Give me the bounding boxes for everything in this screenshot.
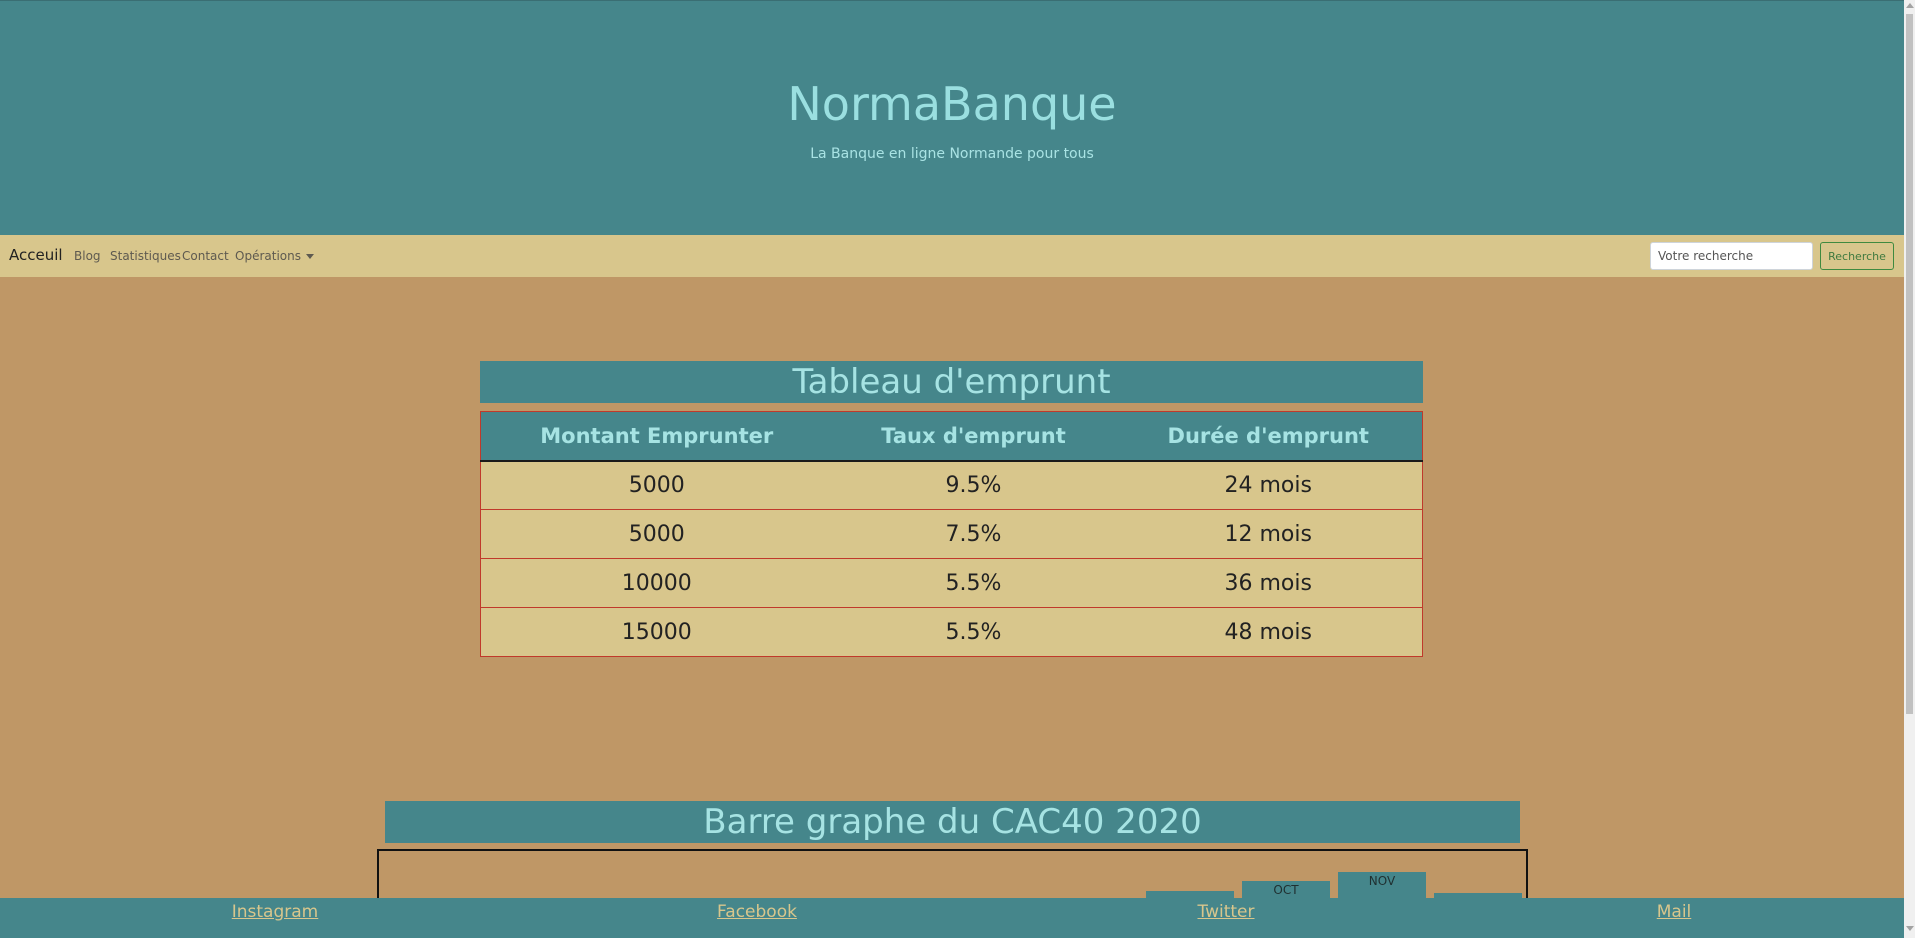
table-row: 5000 9.5% 24 mois — [480, 460, 1423, 510]
site-header: NormaBanque La Banque en ligne Normande … — [0, 0, 1904, 235]
footer-link-twitter[interactable]: Twitter — [1197, 902, 1255, 922]
nav-dropdown-operations[interactable]: Opérations — [235, 249, 314, 263]
table-cell: 5000 — [480, 460, 833, 510]
nav-brand-home[interactable]: Acceuil — [9, 246, 63, 264]
scroll-thumb[interactable] — [1906, 14, 1913, 714]
chart-bar-label: OCT — [1273, 882, 1299, 897]
table-cell: 36 mois — [1114, 558, 1423, 608]
table-row: 10000 5.5% 36 mois — [480, 558, 1423, 608]
table-cell: 5000 — [480, 509, 833, 559]
table-header-row: Montant Emprunter Taux d'emprunt Durée d… — [480, 411, 1423, 462]
table-cell: 7.5% — [832, 509, 1115, 559]
vertical-scrollbar[interactable] — [1904, 0, 1915, 938]
search-button[interactable]: Recherche — [1820, 242, 1894, 270]
footer-link-mail[interactable]: Mail — [1656, 902, 1692, 922]
table-cell: 9.5% — [832, 460, 1115, 510]
site-subtitle: La Banque en ligne Normande pour tous — [810, 146, 1094, 162]
table-row: 15000 5.5% 48 mois — [480, 607, 1423, 657]
chart-title: Barre graphe du CAC40 2020 — [385, 801, 1520, 843]
scroll-down-icon[interactable] — [1906, 926, 1914, 931]
column-header: Taux d'emprunt — [832, 411, 1115, 462]
footer-link-facebook[interactable]: Facebook — [717, 902, 797, 922]
loan-table-title: Tableau d'emprunt — [480, 361, 1423, 403]
table-cell: 24 mois — [1114, 460, 1423, 510]
table-cell: 10000 — [480, 558, 833, 608]
loan-table: Montant Emprunter Taux d'emprunt Durée d… — [480, 411, 1423, 657]
footer-link-instagram[interactable]: Instagram — [231, 902, 319, 922]
nav-link-contact[interactable]: Contact — [182, 249, 229, 263]
caret-down-icon — [305, 254, 314, 259]
site-title: NormaBanque — [787, 77, 1117, 131]
scroll-up-icon[interactable] — [1906, 3, 1914, 8]
column-header: Montant Emprunter — [480, 411, 833, 462]
table-cell: 5.5% — [832, 607, 1115, 657]
table-row: 5000 7.5% 12 mois — [480, 509, 1423, 559]
column-header: Durée d'emprunt — [1114, 411, 1423, 462]
navbar: Acceuil Blog Statistiques Contact Opérat… — [0, 235, 1904, 277]
site-footer: Instagram Facebook Twitter Mail — [0, 898, 1904, 938]
table-cell: 48 mois — [1114, 607, 1423, 657]
nav-link-blog[interactable]: Blog — [74, 249, 101, 263]
nav-dropdown-label: Opérations — [235, 249, 301, 263]
nav-link-statistiques[interactable]: Statistiques — [110, 249, 181, 263]
chart-bar-label: NOV — [1368, 873, 1396, 888]
table-cell: 5.5% — [832, 558, 1115, 608]
table-cell: 15000 — [480, 607, 833, 657]
search-input[interactable] — [1650, 242, 1813, 270]
table-cell: 12 mois — [1114, 509, 1423, 559]
